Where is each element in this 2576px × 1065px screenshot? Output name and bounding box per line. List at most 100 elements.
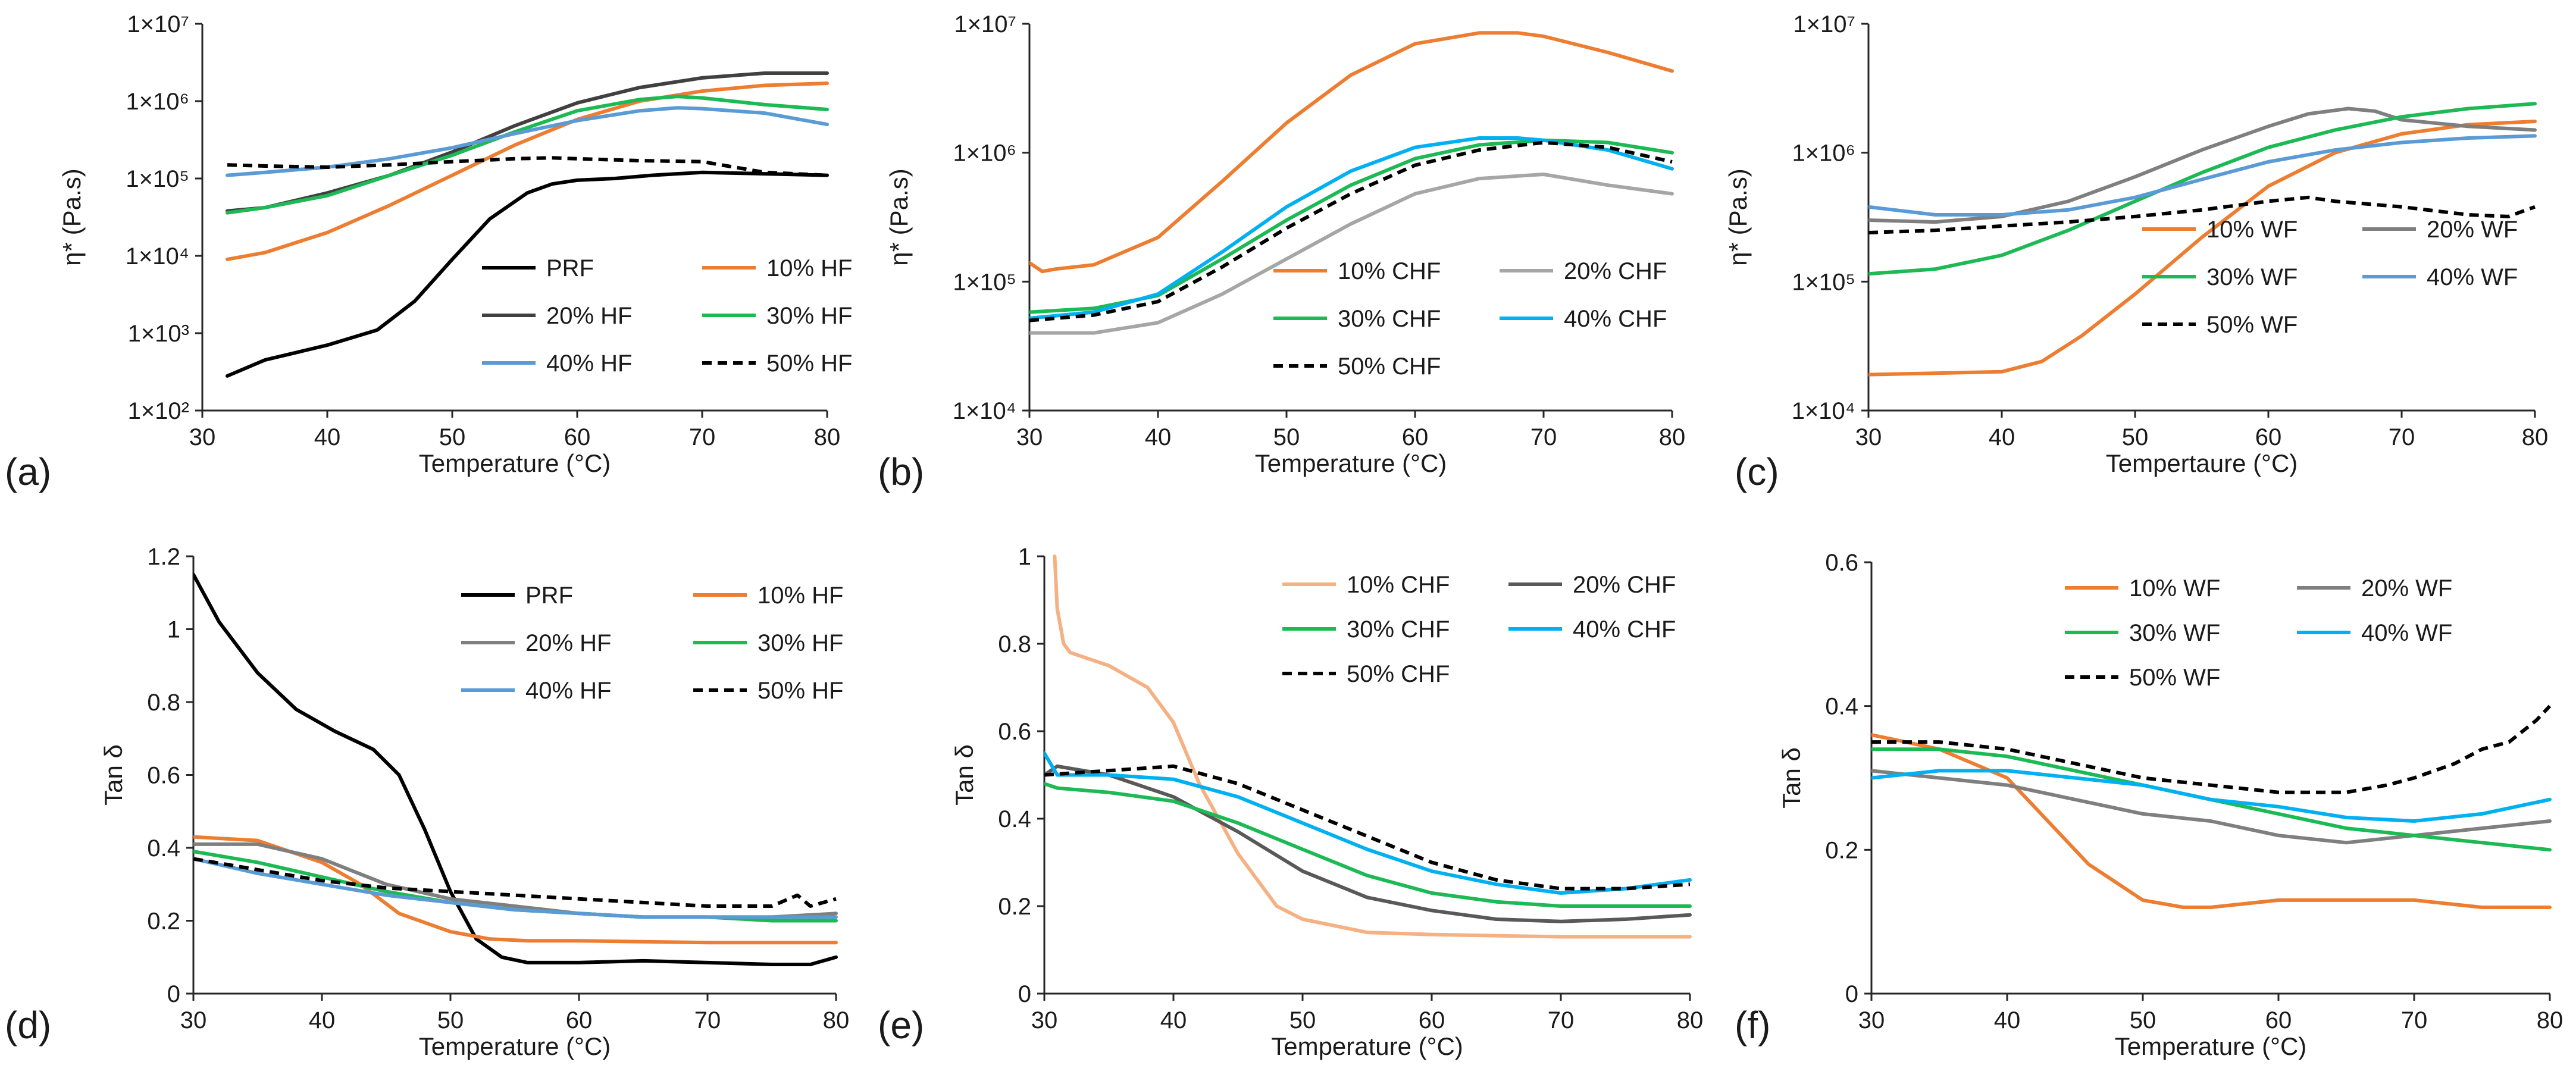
y-tick-label: 0 [1845,981,1858,1007]
y-axis-label: η* (Pa.s) [1724,168,1752,265]
y-tick-label: 1 [167,617,180,643]
panel-tag: (e) [878,1004,924,1047]
series-line-50-wf [1871,704,2552,794]
x-tick-label: 70 [2389,424,2415,450]
panel-d: 30 40 50 60 70 80 0 0.2 0.4 0.6 0.8 1 1.2 Temperature… [5,544,849,1060]
x-axis-label: Temperature (°C) [1271,1032,1463,1060]
series-group [1029,31,1674,335]
legend-label: 50% HF [758,678,844,704]
y-tick-label: 1×10⁶ [953,140,1016,167]
legend-label: 30% CHF [1347,616,1450,643]
y-tick-label: 0.4 [1825,694,1858,720]
x-tick-label: 70 [694,1007,721,1033]
panel-tag: (a) [5,450,51,493]
legend-label: 40% HF [525,678,612,704]
y-tick-label: 1×10⁷ [954,11,1016,37]
x-tick-label: 30 [180,1007,207,1033]
series-line-30-hf [226,95,829,215]
y-tick-label: 1×10⁶ [126,89,189,115]
y-tick-label: 1×10⁵ [1792,269,1855,295]
x-tick-label: 40 [1989,424,2015,450]
legend-label: 40% WF [2361,620,2452,646]
legend-label: 20% HF [546,303,633,329]
x-tick-label: 60 [2255,424,2282,450]
legend-label: 50% WF [2206,312,2298,338]
panel-e: 30 40 50 60 70 80 0 0.2 0.4 0.6 0.8 1 Temperature (°… [878,544,1703,1060]
legend-label: 40% CHF [1564,306,1667,332]
x-tick-label: 50 [2122,424,2149,450]
legend-label: PRF [546,255,594,281]
legend-label: 50% CHF [1347,661,1450,687]
x-tick-label: 80 [2522,424,2549,450]
legend-label: PRF [525,582,573,609]
legend-label: 30% HF [758,630,844,656]
series-line-20-chf [1029,173,1674,335]
series-line-prf [226,170,829,378]
x-tick-label: 50 [1273,424,1300,450]
series-line-prf [193,572,838,966]
series-line-10-wf [1868,120,2537,377]
x-tick-label: 60 [1419,1007,1445,1033]
x-axis-label: Tempertaure (°C) [2106,449,2298,477]
y-axis-label: η* (Pa.s) [58,168,86,265]
y-tick-label: 0.4 [998,806,1031,832]
x-tick-label: 60 [564,424,591,450]
x-axis-label: Temperature (°C) [2115,1032,2307,1060]
legend-label: 20% HF [525,630,612,656]
x-tick-label: 70 [689,424,716,450]
y-tick-label: 1×10⁵ [126,166,189,192]
x-tick-label: 40 [314,424,341,450]
legend-label: 20% CHF [1573,572,1676,598]
series-group [226,71,829,378]
legend-label: 30% WF [2206,264,2298,290]
x-tick-label: 40 [1160,1007,1187,1033]
y-tick-label: 0.2 [147,909,180,935]
series-group [193,572,838,966]
x-tick-label: 40 [1145,424,1172,450]
y-tick-label: 1×10⁶ [1792,140,1855,167]
series-line-10-hf [226,82,829,261]
legend-label: 20% WF [2361,575,2452,602]
y-axis-label: Tan δ [1777,747,1805,809]
x-tick-label: 30 [1858,1007,1885,1033]
x-tick-label: 80 [2537,1007,2564,1033]
x-tick-label: 70 [2401,1007,2428,1033]
series-line-40-wf [1871,769,2552,823]
x-tick-label: 40 [309,1007,336,1033]
series-line-30-wf [1868,102,2537,276]
panel-tag: (b) [878,450,924,493]
panel-b: 30 40 50 60 70 80 1×10⁴ 1×10⁵ 1×10⁶ 1×10⁷ Temperat… [878,11,1685,493]
y-tick-label: 0.8 [998,631,1031,657]
legend-label: 10% WF [2206,217,2298,243]
legend-label: 30% WF [2129,620,2220,646]
legend-label: 30% CHF [1338,306,1441,332]
y-tick-label: 1×10⁷ [1793,11,1855,37]
panel-tag: (f) [1735,1004,1770,1047]
series-line-50-chf [1029,140,1673,322]
series-line-20-wf [1871,769,2552,845]
x-axis-label: Temperature (°C) [419,1032,611,1060]
x-tick-label: 40 [1994,1007,2021,1033]
y-tick-label: 0.8 [147,690,180,716]
series-line-50-hf [193,857,837,908]
x-axis-label: Temperature (°C) [1255,449,1447,477]
legend-label: 10% CHF [1347,572,1450,598]
y-tick-label: 0.2 [998,894,1031,920]
x-tick-label: 80 [1677,1007,1704,1033]
legend-label: 30% HF [766,303,853,329]
legend-label: 10% WF [2129,575,2220,602]
x-tick-label: 60 [2265,1007,2292,1033]
series-line-10-wf [1871,733,2552,909]
x-tick-label: 60 [566,1007,593,1033]
series-line-40-hf [193,857,838,919]
x-tick-label: 30 [1016,424,1043,450]
series-line-10-chf [1029,31,1674,274]
y-tick-label: 0.6 [147,763,180,789]
panel-c: 30 40 50 60 70 80 1×10⁴ 1×10⁵ 1×10⁶ 1×10⁷ Temperta… [1724,11,2548,493]
x-tick-label: 60 [1402,424,1429,450]
legend-label: 10% CHF [1338,258,1441,284]
x-tick-label: 70 [1548,1007,1575,1033]
series-line-40-hf [226,106,829,177]
x-tick-label: 80 [814,424,841,450]
